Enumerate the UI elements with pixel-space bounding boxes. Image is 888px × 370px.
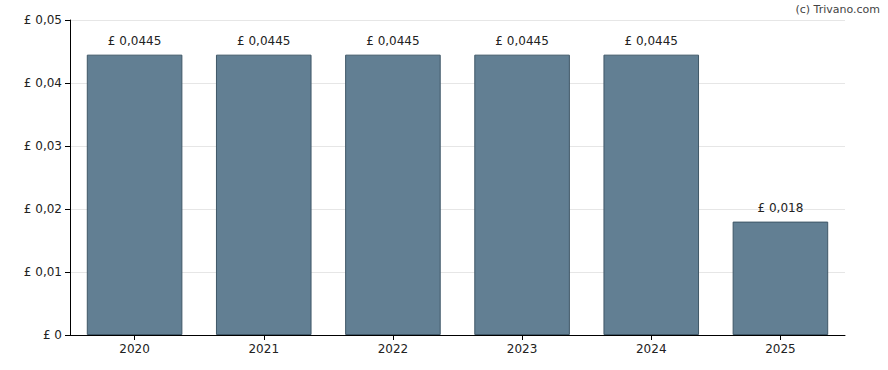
svg-text:£ 0,02: £ 0,02 <box>24 202 62 216</box>
svg-text:2020: 2020 <box>119 342 150 356</box>
svg-text:£ 0,0445: £ 0,0445 <box>366 34 419 48</box>
svg-text:£ 0,01: £ 0,01 <box>24 265 62 279</box>
svg-text:(c) Trivano.com: (c) Trivano.com <box>795 3 880 16</box>
svg-text:£ 0,04: £ 0,04 <box>24 76 62 90</box>
svg-text:£ 0,0445: £ 0,0445 <box>237 34 290 48</box>
svg-text:£ 0,0445: £ 0,0445 <box>625 34 678 48</box>
svg-text:£ 0,0445: £ 0,0445 <box>495 34 548 48</box>
svg-text:£ 0,018: £ 0,018 <box>758 201 804 215</box>
svg-text:£ 0,05: £ 0,05 <box>24 13 62 27</box>
svg-text:2022: 2022 <box>378 342 409 356</box>
svg-text:2021: 2021 <box>248 342 279 356</box>
svg-text:£ 0: £ 0 <box>43 328 62 342</box>
svg-text:2023: 2023 <box>507 342 538 356</box>
svg-text:2024: 2024 <box>636 342 667 356</box>
svg-text:£ 0,0445: £ 0,0445 <box>108 34 161 48</box>
svg-text:£ 0,03: £ 0,03 <box>24 139 62 153</box>
svg-text:2025: 2025 <box>765 342 796 356</box>
